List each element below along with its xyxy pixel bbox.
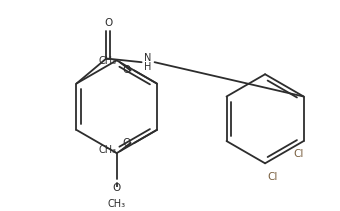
- Text: O: O: [104, 18, 112, 28]
- Text: CH₃: CH₃: [98, 145, 116, 155]
- Text: N
H: N H: [144, 53, 151, 72]
- Text: Cl: Cl: [267, 172, 278, 182]
- Text: CH₃: CH₃: [98, 56, 116, 66]
- Text: O: O: [122, 138, 131, 148]
- Text: O: O: [113, 183, 121, 193]
- Text: CH₃: CH₃: [107, 199, 126, 210]
- Text: O: O: [122, 65, 131, 75]
- Text: Cl: Cl: [294, 149, 304, 159]
